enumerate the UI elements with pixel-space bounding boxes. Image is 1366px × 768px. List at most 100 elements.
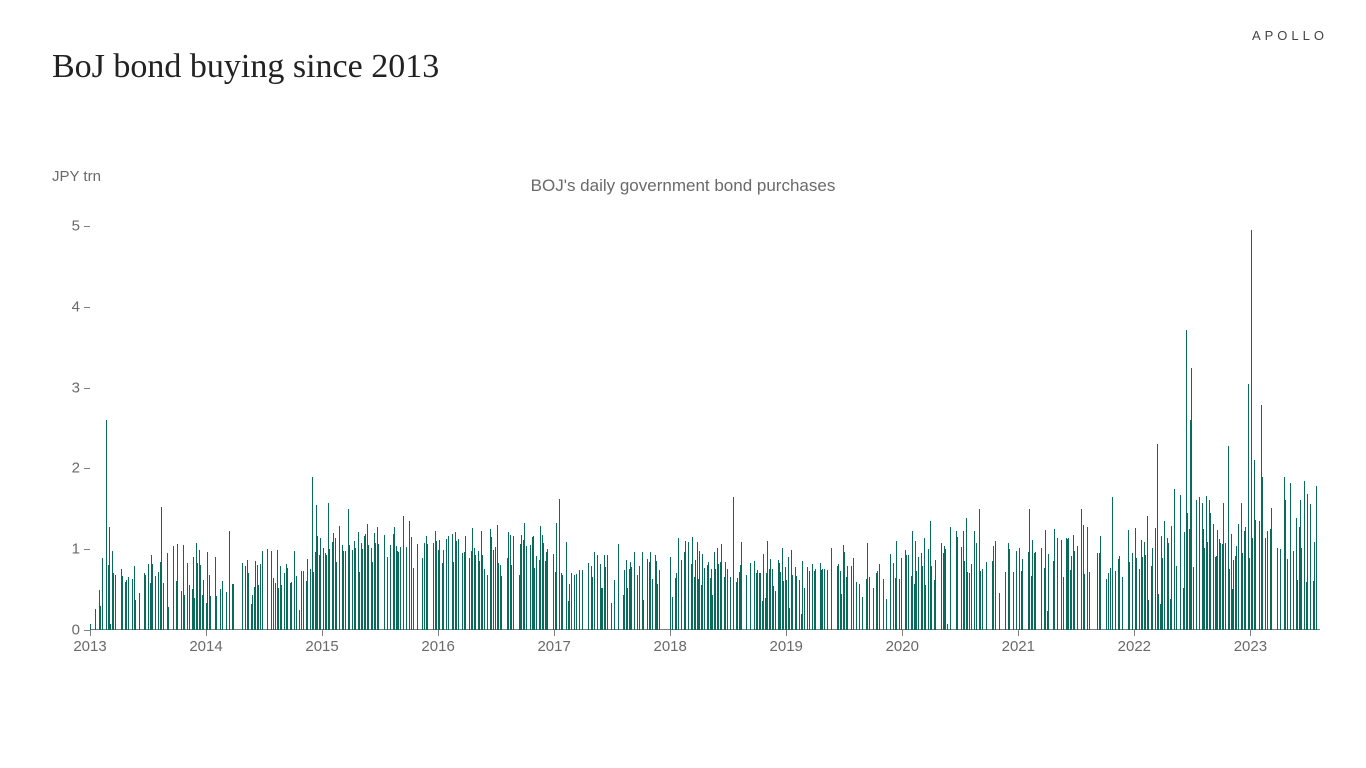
bar [1100,536,1101,630]
bar [873,588,874,630]
bar [607,555,608,630]
bar [746,575,747,630]
bar [1245,527,1246,630]
bar [1122,577,1123,630]
chart-subtitle: BOJ's daily government bond purchases [0,176,1366,196]
bar [345,551,346,630]
bar [262,551,263,630]
bar [368,545,369,630]
bar [730,577,731,630]
bar [439,540,440,630]
bar [484,569,485,630]
x-tick-mark [438,630,439,636]
bar [986,562,987,630]
x-tick-mark [1018,630,1019,636]
bar [935,560,936,630]
bar [128,577,129,630]
bar [1293,551,1294,630]
bar [248,573,249,630]
bar [1013,572,1014,630]
bar [1054,529,1055,630]
bar [95,609,96,630]
bar [189,585,190,630]
bar [1277,548,1278,630]
bar [999,593,1000,630]
bar [1193,567,1194,630]
bar [222,581,223,630]
bar [400,547,401,630]
bar [320,538,321,631]
bar [1048,554,1049,630]
bar [982,569,983,630]
bar [681,560,682,630]
bar [634,552,635,630]
bar [203,580,204,630]
x-tick-mark [554,630,555,636]
x-tick-label: 2023 [1234,638,1267,655]
bar [574,575,575,630]
bar [526,546,527,630]
y-tick-label: 3 [50,379,80,396]
bar [299,610,300,630]
bar [184,595,185,630]
brand-logo: APOLLO [1252,28,1328,43]
bar [750,563,751,630]
y-tick-label: 5 [50,218,80,235]
x-tick-label: 2018 [654,638,687,655]
bar [273,578,274,630]
bar [1108,573,1109,630]
bar [177,544,178,630]
bar [1255,520,1256,630]
x-tick-mark [322,630,323,636]
bar [576,574,577,630]
x-tick-label: 2020 [886,638,919,655]
bar [618,544,619,630]
bar [597,555,598,630]
bar [307,559,308,630]
bar [390,545,391,630]
bar [1287,559,1288,630]
bar [403,516,404,630]
bar [384,535,385,630]
bar [168,607,169,630]
bar [233,584,234,630]
bar [853,558,854,630]
bar [1148,600,1149,630]
bar [1271,508,1272,630]
bar [1136,558,1137,630]
bar [173,546,174,630]
bar [513,536,514,630]
bar [925,585,926,630]
bar [896,541,897,630]
bar [1005,572,1006,630]
bar [387,557,388,630]
bar [556,523,557,630]
bar [901,558,902,630]
bar [639,566,640,630]
bar [856,582,857,630]
bar [267,549,268,630]
bar [1225,543,1226,630]
bar [969,573,970,630]
bar [487,575,488,630]
bar [908,555,909,630]
bar [588,563,589,630]
bar [413,568,414,630]
bar [1084,574,1085,630]
bar [571,573,572,630]
bar [733,497,734,630]
bar [796,576,797,630]
bar [652,579,653,630]
bar [1009,549,1010,630]
x-tick-mark [786,630,787,636]
bar [458,539,459,630]
bar [815,569,816,630]
bar [1041,548,1042,630]
bar [562,575,563,630]
bar [501,576,502,630]
bar [145,575,146,630]
bar [216,596,217,630]
bar [792,575,793,630]
bar [704,568,705,630]
bar [918,557,919,630]
